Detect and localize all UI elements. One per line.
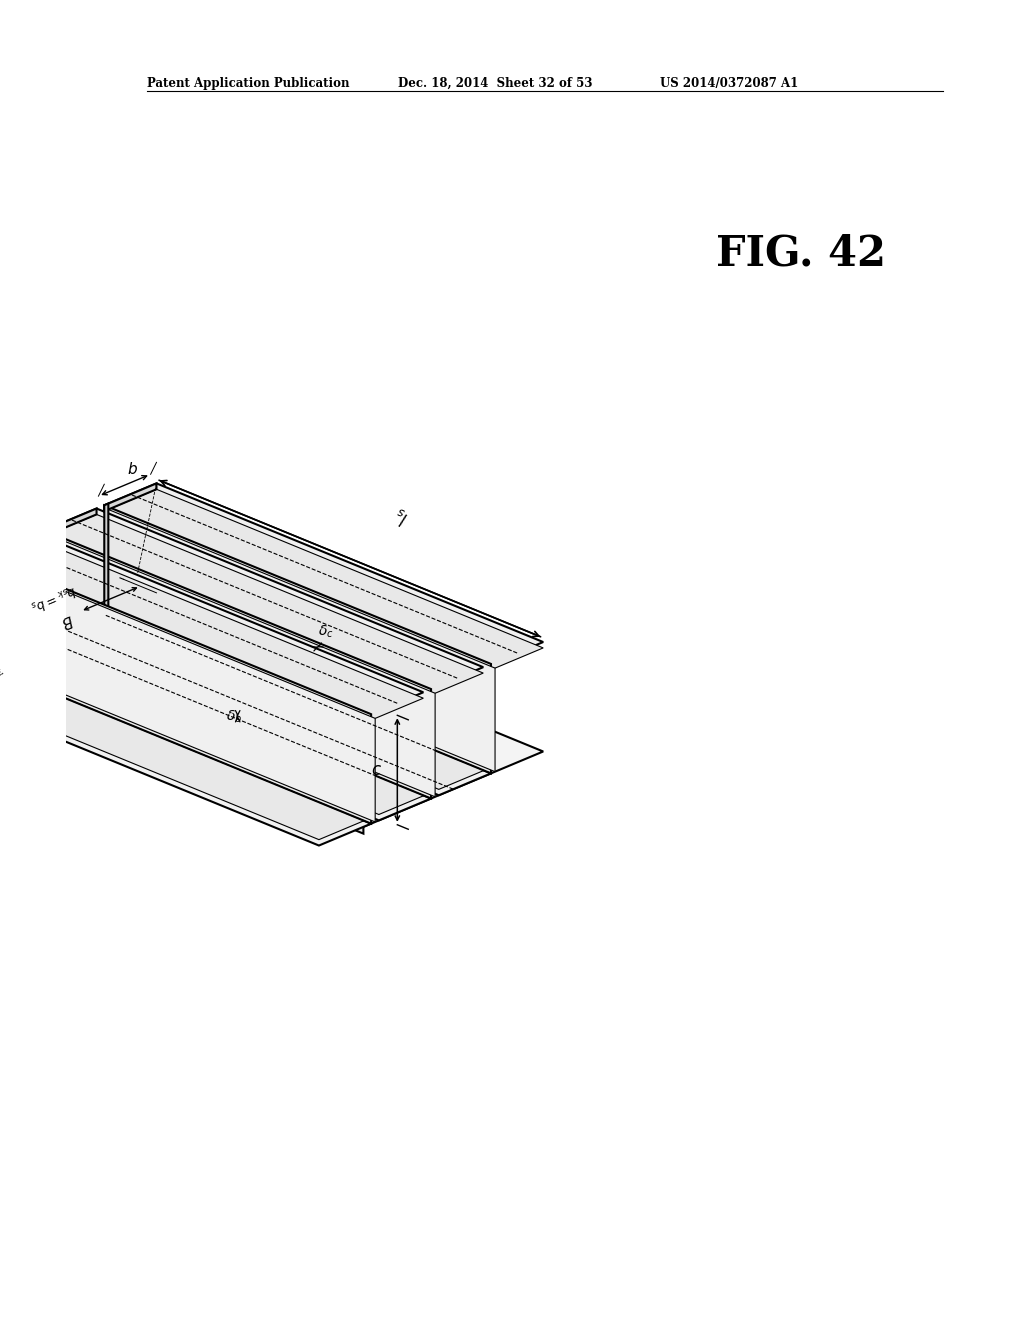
Polygon shape [52, 609, 104, 636]
Polygon shape [104, 506, 490, 774]
Polygon shape [52, 615, 490, 795]
Polygon shape [109, 510, 495, 772]
Polygon shape [44, 508, 483, 689]
Polygon shape [0, 560, 375, 822]
Polygon shape [48, 535, 435, 797]
Text: Patent Application Publication: Patent Application Publication [147, 78, 350, 90]
Polygon shape [0, 533, 37, 561]
Polygon shape [0, 634, 44, 661]
Polygon shape [0, 540, 423, 721]
Polygon shape [0, 593, 543, 826]
Polygon shape [44, 515, 483, 694]
Text: $c$: $c$ [372, 762, 382, 779]
Polygon shape [104, 490, 543, 669]
Polygon shape [0, 659, 371, 840]
Polygon shape [0, 556, 371, 824]
Polygon shape [0, 668, 364, 834]
Polygon shape [0, 640, 431, 821]
Polygon shape [44, 508, 96, 536]
Text: $B$: $B$ [59, 611, 76, 631]
Text: $l_s$: $l_s$ [391, 504, 411, 528]
Text: US 2014/0372087 A1: US 2014/0372087 A1 [660, 78, 799, 90]
Polygon shape [44, 529, 48, 640]
Polygon shape [52, 609, 490, 789]
Text: $\delta_c$: $\delta_c$ [318, 623, 334, 640]
Polygon shape [0, 533, 423, 714]
Text: Dec. 18, 2014  Sheet 32 of 53: Dec. 18, 2014 Sheet 32 of 53 [398, 78, 593, 90]
Text: FIG. 42: FIG. 42 [716, 232, 886, 275]
Polygon shape [104, 503, 109, 615]
Polygon shape [44, 531, 431, 799]
Polygon shape [0, 593, 157, 675]
Text: $b$: $b$ [127, 461, 137, 478]
Polygon shape [104, 483, 157, 511]
Text: $b_{sk}=b_s$: $b_{sk}=b_s$ [28, 581, 78, 614]
Polygon shape [0, 634, 431, 814]
Polygon shape [104, 483, 543, 664]
Text: $t_{riv}$: $t_{riv}$ [0, 659, 8, 681]
Text: $\delta_b$: $\delta_b$ [225, 709, 242, 725]
Polygon shape [0, 665, 371, 846]
